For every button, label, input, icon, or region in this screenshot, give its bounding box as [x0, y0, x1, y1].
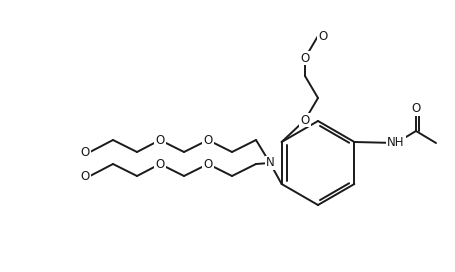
Text: O: O: [318, 29, 327, 42]
Text: O: O: [81, 169, 90, 183]
Text: O: O: [81, 146, 90, 159]
Text: O: O: [203, 134, 212, 147]
Text: O: O: [411, 103, 420, 116]
Text: O: O: [203, 157, 212, 171]
Text: N: N: [266, 156, 274, 169]
Text: O: O: [155, 157, 165, 171]
Text: NH: NH: [387, 137, 405, 150]
Text: O: O: [300, 51, 309, 64]
Text: O: O: [155, 134, 165, 147]
Text: O: O: [300, 113, 309, 126]
